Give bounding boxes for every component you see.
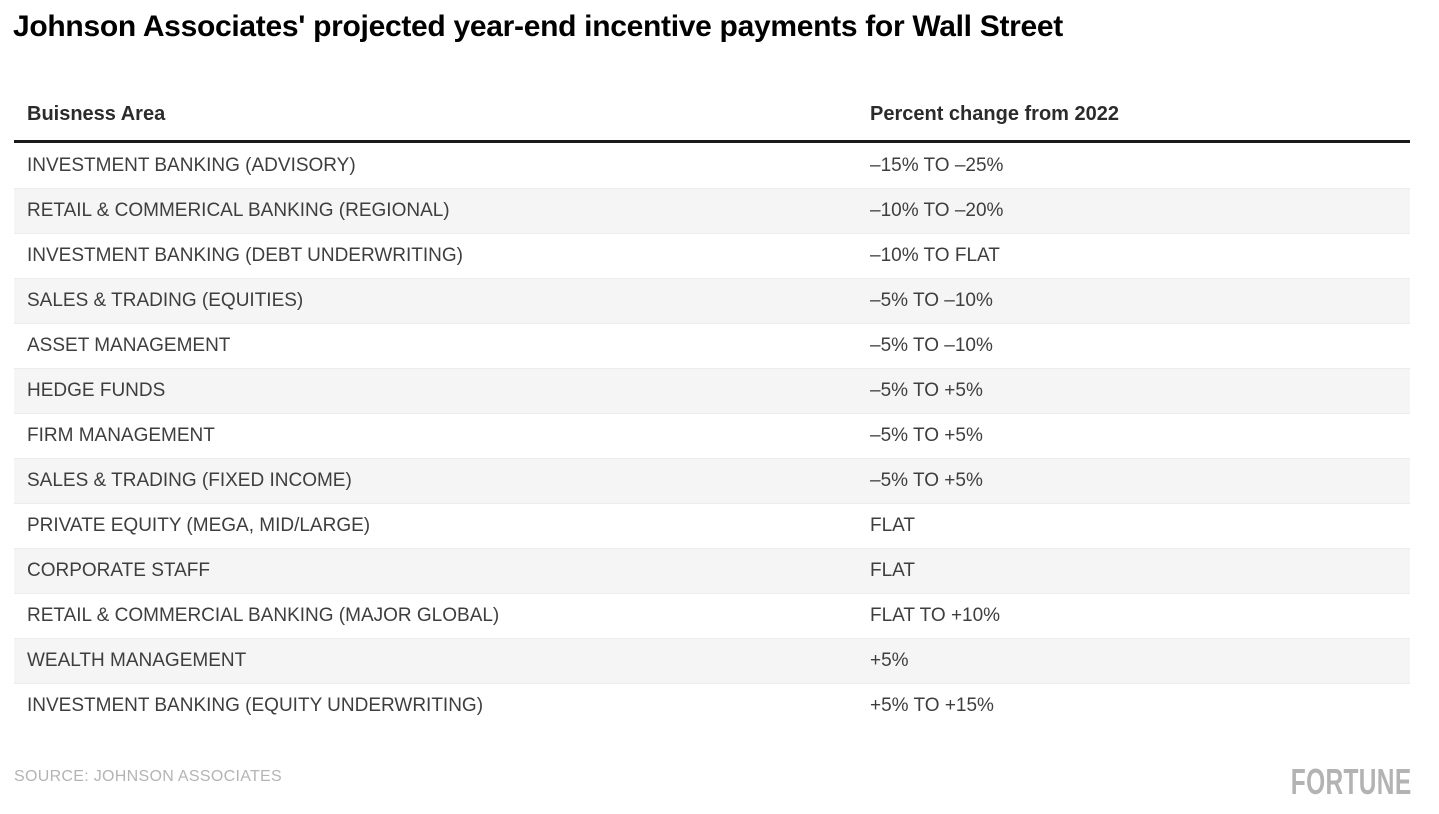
business-area-cell: CORPORATE STAFF	[27, 560, 210, 581]
percent-change-cell: –5% TO +5%	[870, 380, 983, 401]
table-row: HEDGE FUNDS –5% TO +5%	[14, 368, 1410, 413]
percent-change-cell: FLAT TO +10%	[870, 605, 1001, 626]
fortune-logo: FORTUNE	[1290, 761, 1411, 802]
percent-change-cell: +5% TO +15%	[870, 695, 994, 716]
table-header-row: Buisness Area Percent change from 2022	[14, 88, 1410, 143]
percent-change-cell: –10% TO FLAT	[870, 245, 1000, 266]
business-area-cell: SALES & TRADING (EQUITIES)	[27, 290, 304, 311]
percent-change-cell: FLAT	[870, 515, 916, 536]
table-row: SALES & TRADING (EQUITIES) –5% TO –10%	[14, 278, 1410, 323]
table-row: ASSET MANAGEMENT –5% TO –10%	[14, 323, 1410, 368]
source-note: SOURCE: JOHNSON ASSOCIATES	[14, 768, 282, 785]
table-row: CORPORATE STAFF FLAT	[14, 548, 1410, 593]
percent-change-cell: –5% TO –10%	[870, 335, 993, 356]
table-row: RETAIL & COMMERCIAL BANKING (MAJOR GLOBA…	[14, 593, 1410, 638]
business-area-cell: FIRM MANAGEMENT	[27, 425, 215, 446]
percent-change-cell: –5% TO +5%	[870, 425, 983, 446]
table-row: SALES & TRADING (FIXED INCOME) –5% TO +5…	[14, 458, 1410, 503]
percent-change-cell: –5% TO +5%	[870, 470, 983, 491]
business-area-cell: INVESTMENT BANKING (ADVISORY)	[27, 154, 356, 176]
business-area-cell: INVESTMENT BANKING (EQUITY UNDERWRITING)	[27, 695, 484, 716]
business-area-cell: ASSET MANAGEMENT	[27, 335, 231, 356]
table-row: INVESTMENT BANKING (EQUITY UNDERWRITING)…	[14, 683, 1410, 728]
percent-change-cell: +5%	[870, 650, 909, 671]
business-area-cell: HEDGE FUNDS	[27, 380, 166, 401]
business-area-cell: INVESTMENT BANKING (DEBT UNDERWRITING)	[27, 245, 463, 266]
business-area-cell: SALES & TRADING (FIXED INCOME)	[27, 470, 352, 491]
table-row: INVESTMENT BANKING (ADVISORY) –15% TO –2…	[14, 143, 1410, 188]
table-row: RETAIL & COMMERICAL BANKING (REGIONAL) –…	[14, 188, 1410, 233]
percent-change-cell: –5% TO –10%	[870, 290, 993, 311]
business-area-cell: RETAIL & COMMERICAL BANKING (REGIONAL)	[27, 200, 450, 221]
table-row: PRIVATE EQUITY (MEGA, MID/LARGE) FLAT	[14, 503, 1410, 548]
percent-change-cell: FLAT	[870, 560, 916, 581]
business-area-cell: RETAIL & COMMERCIAL BANKING (MAJOR GLOBA…	[27, 605, 500, 626]
incentive-table: Buisness Area Percent change from 2022 I…	[14, 88, 1410, 728]
table-row: INVESTMENT BANKING (DEBT UNDERWRITING) –…	[14, 233, 1410, 278]
table-row: WEALTH MANAGEMENT +5%	[14, 638, 1410, 683]
table-row: FIRM MANAGEMENT –5% TO +5%	[14, 413, 1410, 458]
table-body: INVESTMENT BANKING (ADVISORY) –15% TO –2…	[14, 143, 1410, 728]
percent-change-cell: –10% TO –20%	[870, 200, 1004, 221]
business-area-cell: PRIVATE EQUITY (MEGA, MID/LARGE)	[27, 515, 371, 536]
percent-change-cell: –15% TO –25%	[870, 154, 1004, 176]
column-header-business-area: Buisness Area	[27, 102, 166, 125]
column-header-percent-change: Percent change from 2022	[870, 102, 1119, 125]
business-area-cell: WEALTH MANAGEMENT	[27, 650, 247, 671]
chart-title: Johnson Associates' projected year-end i…	[13, 10, 1063, 43]
